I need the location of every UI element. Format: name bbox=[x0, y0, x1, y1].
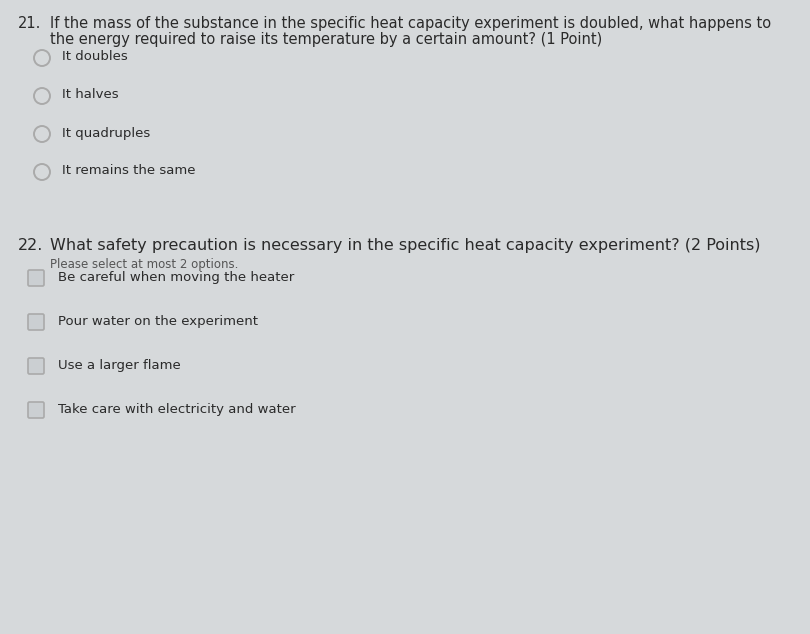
Text: the energy required to raise its temperature by a certain amount? (1 Point): the energy required to raise its tempera… bbox=[50, 32, 603, 47]
FancyBboxPatch shape bbox=[28, 402, 44, 418]
Text: It doubles: It doubles bbox=[62, 51, 128, 63]
Text: It remains the same: It remains the same bbox=[62, 164, 195, 178]
Text: Pour water on the experiment: Pour water on the experiment bbox=[58, 316, 258, 328]
Text: Be careful when moving the heater: Be careful when moving the heater bbox=[58, 271, 294, 285]
Text: It halves: It halves bbox=[62, 89, 118, 101]
Text: Use a larger flame: Use a larger flame bbox=[58, 359, 181, 373]
Text: 21.: 21. bbox=[18, 16, 41, 31]
Text: It quadruples: It quadruples bbox=[62, 127, 150, 139]
Text: If the mass of the substance in the specific heat capacity experiment is doubled: If the mass of the substance in the spec… bbox=[50, 16, 771, 31]
Text: Take care with electricity and water: Take care with electricity and water bbox=[58, 403, 296, 417]
Text: What safety precaution is necessary in the specific heat capacity experiment? (2: What safety precaution is necessary in t… bbox=[50, 238, 761, 253]
Text: 22.: 22. bbox=[18, 238, 44, 253]
Text: Please select at most 2 options.: Please select at most 2 options. bbox=[50, 258, 238, 271]
FancyBboxPatch shape bbox=[28, 314, 44, 330]
FancyBboxPatch shape bbox=[28, 358, 44, 374]
FancyBboxPatch shape bbox=[28, 270, 44, 286]
